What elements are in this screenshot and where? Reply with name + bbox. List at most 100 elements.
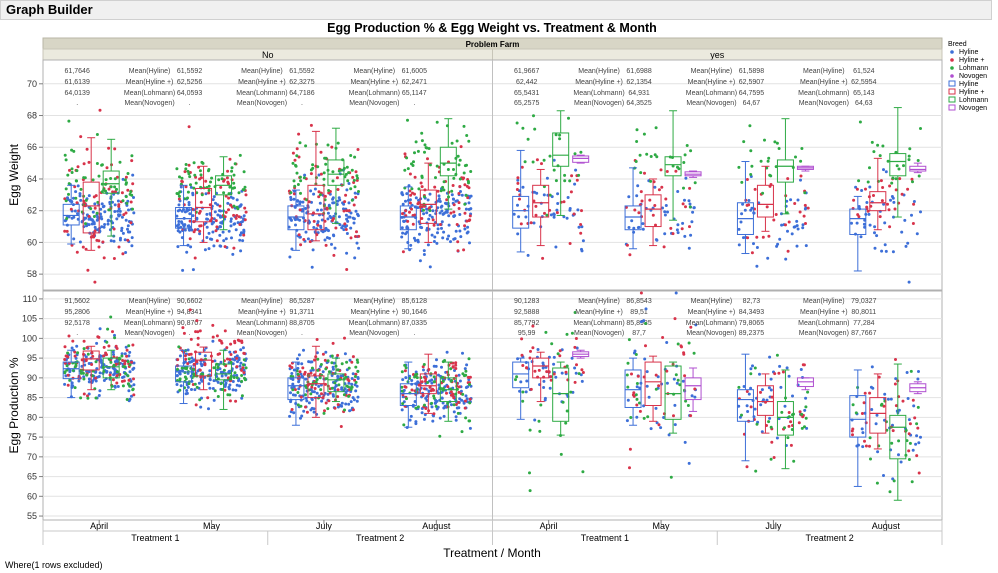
data-point [336, 141, 340, 145]
data-point [803, 408, 807, 412]
data-point [573, 152, 577, 156]
data-point [93, 280, 97, 284]
data-point [73, 365, 77, 369]
data-point [310, 406, 314, 410]
data-point [669, 475, 673, 479]
data-point [533, 127, 537, 131]
data-point [406, 167, 410, 171]
data-point [106, 327, 110, 331]
data-point [235, 376, 239, 380]
data-point [438, 200, 442, 203]
data-point [357, 190, 360, 193]
data-point [438, 416, 442, 420]
data-point [450, 379, 454, 382]
data-point [460, 430, 464, 434]
data-point [224, 194, 228, 198]
data-point [95, 341, 99, 345]
data-point [410, 379, 414, 382]
data-point [549, 213, 553, 217]
data-point [344, 213, 348, 217]
data-point [94, 194, 98, 198]
data-point [232, 246, 236, 250]
data-point [73, 350, 77, 354]
data-point [412, 160, 415, 164]
data-point [91, 210, 95, 214]
data-point [775, 436, 779, 440]
data-point [580, 379, 584, 383]
box-iqr [399, 205, 417, 231]
data-point [795, 244, 799, 248]
data-point [562, 200, 566, 204]
mean-value: 79,8065 [739, 320, 764, 327]
data-point [321, 352, 325, 356]
data-point [891, 250, 895, 254]
data-point [908, 441, 912, 445]
data-point [295, 147, 299, 151]
data-point [100, 361, 104, 365]
box-iqr [532, 184, 550, 218]
data-point [757, 201, 761, 205]
data-point [909, 369, 913, 373]
data-point [860, 427, 864, 431]
data-point [220, 388, 224, 391]
data-point [111, 190, 115, 194]
data-point [674, 291, 678, 295]
data-point [236, 221, 240, 225]
box-iqr [399, 383, 417, 407]
data-point [915, 422, 919, 426]
data-point [89, 207, 93, 211]
data-point [318, 201, 322, 205]
data-point [413, 175, 417, 179]
data-point [662, 416, 666, 419]
mean-value: . [301, 100, 303, 107]
data-point [349, 187, 353, 191]
data-point [901, 399, 905, 403]
data-point [463, 227, 467, 231]
data-point [639, 190, 643, 194]
data-point [117, 207, 121, 211]
data-point [120, 352, 124, 356]
data-point [422, 417, 426, 421]
data-point [409, 414, 413, 418]
data-point [804, 206, 808, 210]
data-point [346, 179, 350, 183]
data-point [241, 188, 245, 192]
data-point [410, 382, 414, 386]
data-point [911, 180, 914, 184]
data-point [337, 196, 341, 200]
mean-value: 61,7646 [65, 68, 90, 75]
data-point [542, 185, 546, 189]
data-point [309, 369, 313, 373]
data-point [904, 244, 908, 248]
data-point [244, 366, 248, 370]
data-point [93, 229, 97, 233]
data-point [799, 174, 803, 178]
box-iqr [287, 377, 305, 401]
data-point [317, 195, 321, 199]
data-point [124, 211, 128, 215]
data-point [243, 376, 246, 380]
data-point [71, 339, 75, 343]
data-point [227, 196, 231, 200]
data-point [295, 154, 299, 158]
data-point [538, 429, 542, 433]
data-point [75, 179, 78, 183]
data-point [74, 196, 78, 200]
data-point [634, 353, 638, 356]
data-point [352, 178, 356, 182]
data-point [296, 362, 300, 366]
data-point [97, 245, 101, 249]
data-point [875, 413, 879, 417]
data-point [531, 324, 535, 328]
data-point [872, 150, 876, 154]
data-point [436, 231, 439, 235]
data-point [102, 354, 106, 358]
data-point [320, 399, 324, 403]
data-point [400, 385, 404, 389]
data-point [182, 331, 186, 335]
data-point [347, 366, 351, 370]
data-point [349, 387, 353, 391]
data-point [198, 368, 202, 372]
data-point [307, 388, 311, 392]
data-point [355, 230, 358, 234]
